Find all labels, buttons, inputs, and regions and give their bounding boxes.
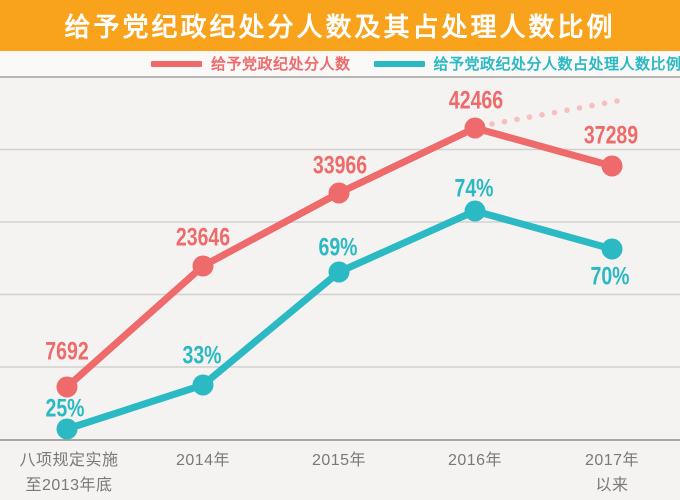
projection-dot <box>564 107 570 113</box>
projection-dot <box>551 109 558 116</box>
teal-value-label: 69% <box>318 233 358 262</box>
teal-value-label: 70% <box>590 262 630 291</box>
legend-label-ratio: 给予党政纪处分人数占处理人数比例 <box>433 56 680 73</box>
x-axis-label: 八项规定实施 至2013年底 <box>19 452 119 494</box>
teal-data-point <box>192 374 214 396</box>
chart-title: 给予党纪政纪处分人数及其占处理人数比例 <box>64 12 616 42</box>
red-data-point <box>328 182 350 204</box>
red-data-point <box>192 255 214 277</box>
legend: 给予党政纪处分人数 给予党政纪处分人数占处理人数比例 <box>0 51 680 76</box>
x-axis-label: 2017年以来 <box>584 452 640 494</box>
red-data-point <box>464 117 486 139</box>
projection-dot <box>489 121 495 127</box>
red-data-point <box>56 376 78 398</box>
header-bar: 给予党纪政纪处分人数及其占处理人数比例 <box>0 0 680 51</box>
projection-dot <box>601 100 608 107</box>
red-value-label: 42466 <box>448 86 504 115</box>
teal-value-label: 33% <box>182 341 222 370</box>
projection-dot <box>526 114 533 120</box>
projection-dot <box>576 105 583 111</box>
x-axis-label: 2015年 <box>311 452 367 469</box>
red-data-point <box>601 155 623 177</box>
teal-value-label: 25% <box>45 394 85 423</box>
projection-dot <box>539 112 545 118</box>
projection-dot <box>514 116 520 123</box>
teal-data-point <box>56 418 78 440</box>
teal-legend-swatch <box>373 60 425 67</box>
teal-data-point <box>464 200 486 222</box>
x-axis-label: 2016年 <box>447 452 503 469</box>
legend-item-persons: 给予党政纪处分人数 <box>151 53 351 74</box>
projection-dot <box>614 98 620 104</box>
red-legend-swatch <box>151 60 202 67</box>
projection-dot <box>501 118 508 125</box>
red-value-label: 7692 <box>45 337 89 366</box>
projection-dot <box>589 102 595 109</box>
teal-value-label: 74% <box>454 174 494 203</box>
red-value-label: 23646 <box>175 223 231 252</box>
teal-data-point <box>601 238 623 260</box>
red-value-label: 37289 <box>583 121 639 150</box>
x-axis-label: 2014年 <box>175 452 231 469</box>
legend-label-persons: 给予党政纪处分人数 <box>211 56 351 73</box>
red-value-label: 33966 <box>312 151 368 180</box>
teal-data-point <box>328 261 350 283</box>
legend-item-ratio: 给予党政纪处分人数占处理人数比例 <box>373 53 680 74</box>
